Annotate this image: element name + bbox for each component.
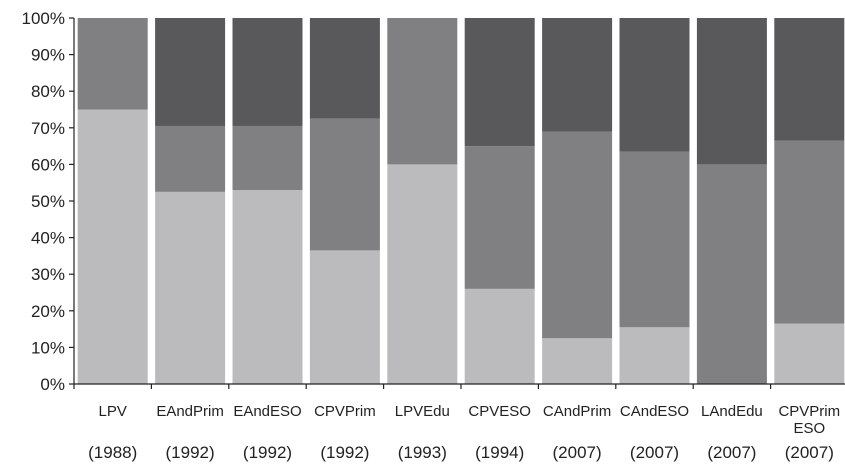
bar-segment-2-3: [155, 18, 226, 126]
x-tick-labels: LPV (1988) EAndPrim (1992) EAndESO (1992) CPVP…: [88, 403, 840, 462]
bar-segment-1-1: [77, 109, 148, 384]
x-tick-year-label: (2007): [785, 443, 834, 462]
bar-segment-2-2: [155, 125, 226, 192]
y-tick-label: 0%: [40, 375, 65, 394]
bar-segment-10-2: [774, 140, 845, 324]
x-tick-label: CAndPrim: [543, 403, 611, 420]
x-tick-label: LAndEdu: [701, 403, 763, 420]
bar-segment-6-3: [464, 18, 535, 147]
bar-segment-7-2: [542, 131, 613, 339]
bar-segment-8-1: [619, 327, 690, 384]
x-tick-year-label: (1992): [243, 443, 292, 462]
x-tick-label: CPVESO: [468, 403, 531, 420]
bar-segment-6-1: [464, 288, 535, 384]
x-tick-year-label: (2007): [707, 443, 756, 462]
bar-segment-3-1: [232, 190, 303, 384]
x-tick-label: LPVEdu: [395, 403, 450, 420]
bar-segment-2-1: [155, 191, 226, 384]
y-tick-label: 90%: [31, 46, 65, 65]
x-tick-label: CPVPrim: [778, 403, 840, 420]
y-tick-label: 50%: [31, 192, 65, 211]
x-tick-label: EAndPrim: [156, 403, 224, 420]
x-tick-label: CPVPrim: [314, 403, 376, 420]
bar-segment-10-3: [774, 18, 845, 141]
axes-group: [69, 17, 845, 389]
bar-segment-1-2: [77, 18, 148, 110]
bar-segment-7-3: [542, 18, 613, 132]
x-tick-year-label: (2007): [553, 443, 602, 462]
bars-group: [77, 18, 845, 384]
y-tick-label: 80%: [31, 82, 65, 101]
bar-segment-5-1: [387, 164, 458, 384]
x-tick-year-label: (1993): [398, 443, 447, 462]
x-tick-year-label: (1992): [166, 443, 215, 462]
bar-segment-4-3: [309, 18, 380, 119]
x-tick-label: EAndESO: [233, 403, 301, 420]
bar-segment-7-1: [542, 338, 613, 384]
y-tick-label: 60%: [31, 155, 65, 174]
y-tick-label: 30%: [31, 265, 65, 284]
x-tick-label: LPV: [99, 403, 127, 420]
x-tick-year-label: (1992): [320, 443, 369, 462]
x-tick-year-label: (1988): [88, 443, 137, 462]
x-tick-year-label: (1994): [475, 443, 524, 462]
bar-segment-8-3: [619, 18, 690, 152]
bar-segment-9-2: [696, 164, 767, 384]
bar-segment-6-2: [464, 146, 535, 289]
bar-segment-9-3: [696, 18, 767, 165]
bar-segment-5-2: [387, 18, 458, 165]
x-tick-label: CAndESO: [620, 403, 689, 420]
bar-segment-10-1: [774, 323, 845, 384]
y-tick-labels: 0% 10% 20% 30% 40% 50% 60% 70% 80% 90% 100%: [22, 9, 65, 394]
x-tick-year-label: (2007): [630, 443, 679, 462]
y-tick-label: 100%: [22, 9, 65, 28]
bar-segment-3-3: [232, 18, 303, 126]
bar-segment-8-2: [619, 151, 690, 328]
bar-segment-4-1: [309, 250, 380, 384]
x-tick-label: ESO: [793, 420, 825, 437]
bar-segment-4-2: [309, 118, 380, 251]
y-tick-label: 10%: [31, 338, 65, 357]
y-tick-label: 70%: [31, 119, 65, 138]
y-tick-label: 40%: [31, 229, 65, 248]
bar-segment-3-2: [232, 125, 303, 191]
y-tick-label: 20%: [31, 302, 65, 321]
